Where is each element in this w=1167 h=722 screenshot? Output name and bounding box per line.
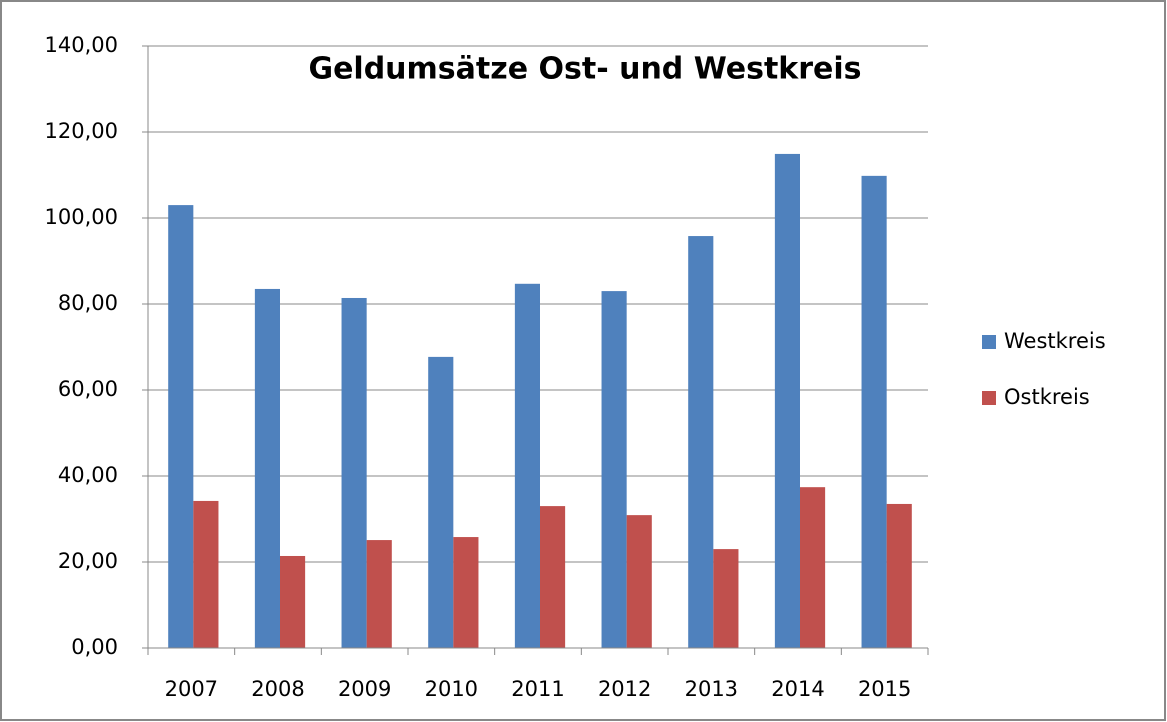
x-tick-label: 2009 (338, 677, 391, 701)
bar (774, 153, 800, 648)
legend-swatch (982, 335, 996, 349)
bar (886, 503, 912, 648)
x-tick-label: 2011 (511, 677, 564, 701)
y-tick-label: 120,00 (45, 119, 118, 143)
bar (861, 175, 887, 649)
chart-title: Geldumsätze Ost- und Westkreis (308, 52, 861, 87)
x-tick-label: 2008 (251, 677, 304, 701)
legend-label: Ostkreis (1004, 385, 1090, 409)
bar (540, 506, 566, 648)
y-tick-label: 80,00 (58, 291, 118, 315)
y-tick-label: 0,00 (71, 635, 118, 659)
y-tick-label: 20,00 (58, 549, 118, 573)
bar (601, 291, 627, 648)
x-tick-label: 2014 (771, 677, 824, 701)
bar (366, 540, 392, 648)
y-tick-label: 60,00 (58, 377, 118, 401)
bar (713, 549, 739, 648)
legend-label: Westkreis (1004, 329, 1106, 353)
legend-swatch (982, 391, 996, 405)
x-tick-label: 2010 (425, 677, 478, 701)
bar (193, 500, 219, 648)
bar (800, 487, 826, 648)
bar (514, 283, 540, 648)
bar (341, 297, 367, 648)
y-tick-label: 140,00 (45, 33, 118, 57)
x-tick-label: 2015 (858, 677, 911, 701)
y-tick-label: 40,00 (58, 463, 118, 487)
x-tick-label: 2007 (165, 677, 218, 701)
bar (688, 236, 714, 648)
x-tick-label: 2012 (598, 677, 651, 701)
bar (280, 555, 306, 648)
x-tick-label: 2013 (685, 677, 738, 701)
bar (626, 515, 652, 648)
y-tick-label: 100,00 (45, 205, 118, 229)
bar (428, 356, 454, 648)
bar (453, 537, 479, 648)
bar (168, 205, 194, 648)
bar (254, 288, 280, 648)
